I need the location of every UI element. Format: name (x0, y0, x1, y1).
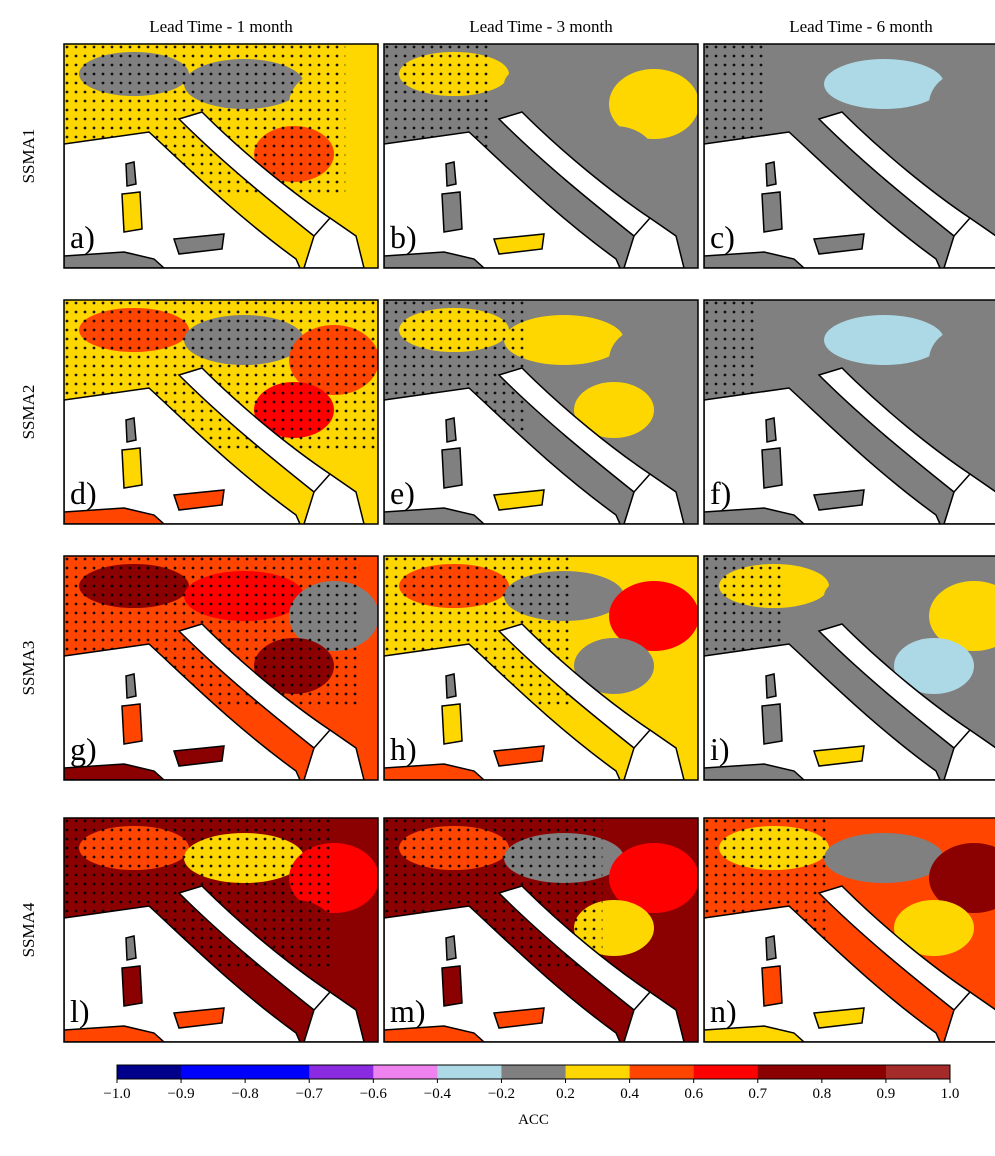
map-panel (704, 818, 995, 1042)
anomaly-area (504, 59, 624, 109)
colorbar-segment (309, 1065, 374, 1079)
colorbar-label: ACC (518, 1112, 549, 1128)
island (442, 966, 462, 1006)
column-title: Lead Time - 6 month (789, 17, 933, 36)
anomaly-area (824, 59, 944, 109)
colorbar-segment (373, 1065, 438, 1079)
colorbar-segment (566, 1065, 631, 1079)
island (762, 448, 782, 488)
map-panel (704, 44, 995, 268)
panel-label: a) (70, 219, 95, 255)
colorbar-segment (117, 1065, 182, 1079)
map-panel (384, 556, 699, 780)
panel-label: i) (710, 731, 730, 767)
colorbar-tick-label: 0.2 (556, 1086, 575, 1102)
colorbar-segment (886, 1065, 951, 1079)
island (126, 162, 136, 186)
island (762, 192, 782, 232)
colorbar-tick-label: −0.4 (424, 1086, 452, 1102)
map-panel (64, 44, 379, 268)
map-panel (704, 300, 995, 524)
map-panel (64, 556, 379, 780)
colorbar-segment (758, 1065, 823, 1079)
colorbar-tick-label: −0.8 (232, 1086, 259, 1102)
figure: Lead Time - 1 month Lead Time - 3 month Le… (0, 0, 995, 1156)
island (766, 418, 776, 442)
panel-label: b) (390, 219, 417, 255)
map-panel (384, 818, 699, 1042)
colorbar-tick-label: −0.6 (360, 1086, 388, 1102)
row-label: SSMA1 (19, 129, 38, 184)
island (442, 704, 462, 744)
island (126, 674, 136, 698)
island (442, 192, 462, 232)
island (122, 192, 142, 232)
colorbar-segment (822, 1065, 887, 1079)
island (446, 162, 456, 186)
panel-label: l) (70, 993, 90, 1029)
colorbar-tick-label: 0.8 (812, 1086, 831, 1102)
colorbar-tick-label: 0.6 (684, 1086, 703, 1102)
colorbar-tick-label: −1.0 (103, 1086, 130, 1102)
island (446, 418, 456, 442)
island (122, 448, 142, 488)
colorbar-tick-label: 0.7 (748, 1086, 767, 1102)
row-label: SSMA2 (19, 385, 38, 440)
map-panel (64, 300, 379, 524)
island (126, 936, 136, 960)
island (446, 674, 456, 698)
island (446, 936, 456, 960)
column-title: Lead Time - 1 month (149, 17, 293, 36)
map-panel (64, 818, 379, 1042)
panel-label: c) (710, 219, 735, 255)
island (126, 418, 136, 442)
colorbar-tick-label: −0.7 (296, 1086, 324, 1102)
anomaly-area (824, 315, 944, 365)
island (766, 674, 776, 698)
panel-label: f) (710, 475, 731, 511)
colorbar-tick-label: −0.2 (488, 1086, 515, 1102)
island (762, 704, 782, 744)
colorbar-segment (181, 1065, 246, 1079)
map-panel (384, 300, 699, 524)
column-title: Lead Time - 3 month (469, 17, 613, 36)
map-panel (384, 44, 699, 268)
colorbar-segment (694, 1065, 759, 1079)
island (122, 966, 142, 1006)
colorbar-tick-label: −0.9 (167, 1086, 194, 1102)
colorbar-tick-label: 0.9 (877, 1086, 896, 1102)
panel-label: m) (390, 993, 426, 1029)
island (442, 448, 462, 488)
panel-label: n) (710, 993, 737, 1029)
colorbar-segment (630, 1065, 695, 1079)
island (766, 162, 776, 186)
anomaly-area (824, 571, 944, 621)
panel-label: h) (390, 731, 417, 767)
row-label: SSMA3 (19, 641, 38, 696)
island (122, 704, 142, 744)
colorbar-tick-label: 0.4 (620, 1086, 639, 1102)
panel-label: e) (390, 475, 415, 511)
row-label: SSMA4 (19, 902, 38, 957)
island (762, 966, 782, 1006)
colorbar-segment (437, 1065, 502, 1079)
anomaly-area (824, 833, 944, 883)
panel-label: d) (70, 475, 97, 511)
map-panel (704, 556, 995, 780)
colorbar-segment (245, 1065, 310, 1079)
island (766, 936, 776, 960)
panel-label: g) (70, 731, 97, 767)
colorbar-segment (501, 1065, 566, 1079)
colorbar-tick-label: 1.0 (941, 1086, 960, 1102)
